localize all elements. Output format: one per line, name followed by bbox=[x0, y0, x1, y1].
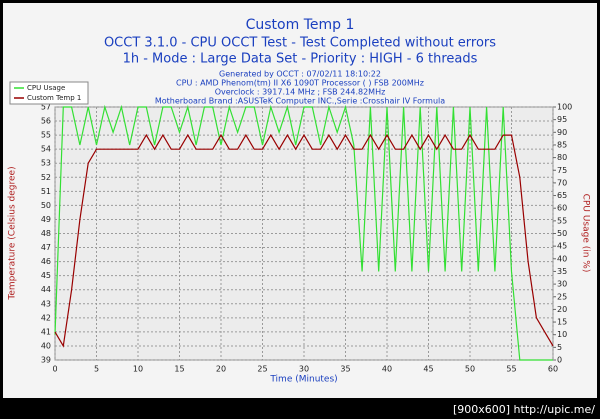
y2-tick-label: 70 bbox=[557, 178, 567, 187]
info: Motherboard Brand :ASUSTeK Computer INC.… bbox=[155, 97, 445, 106]
x-tick-label: 10 bbox=[133, 365, 143, 374]
y2-tick-label: 35 bbox=[557, 267, 567, 276]
y2-tick-label: 40 bbox=[557, 254, 567, 263]
y-tick-label: 42 bbox=[41, 313, 51, 322]
y2-tick-label: 45 bbox=[557, 242, 567, 251]
x-tick-label: 60 bbox=[548, 365, 558, 374]
y2-tick-label: 85 bbox=[557, 140, 567, 149]
y2-tick-label: 100 bbox=[557, 103, 572, 112]
y-tick-label: 50 bbox=[41, 201, 51, 210]
x-tick-label: 35 bbox=[340, 365, 350, 374]
y2-tick-label: 65 bbox=[557, 191, 567, 200]
y2-tick-label: 25 bbox=[557, 292, 567, 301]
y-tick-label: 44 bbox=[41, 285, 51, 294]
y-tick-label: 41 bbox=[41, 327, 51, 336]
y2-tick-label: 80 bbox=[557, 153, 567, 162]
y-tick-label: 48 bbox=[41, 229, 51, 238]
subtitle: OCCT 3.1.0 - CPU OCCT Test - Test Comple… bbox=[104, 36, 496, 51]
y-tick-label: 45 bbox=[41, 271, 51, 280]
y2-tick-label: 90 bbox=[557, 128, 567, 137]
y-tick-label: 54 bbox=[41, 145, 51, 154]
y-tick-label: 57 bbox=[41, 103, 51, 112]
legend-label: CPU Usage bbox=[27, 84, 65, 92]
x-axis-label: Time (Minutes) bbox=[269, 375, 337, 385]
watermark-bar bbox=[0, 400, 600, 419]
y-tick-label: 52 bbox=[41, 173, 51, 182]
x-tick-label: 45 bbox=[423, 365, 433, 374]
x-tick-label: 25 bbox=[257, 365, 267, 374]
y2-tick-label: 10 bbox=[557, 330, 567, 339]
series-line bbox=[54, 104, 553, 361]
y-tick-label: 49 bbox=[41, 215, 51, 224]
y2-tick-label: 30 bbox=[557, 280, 567, 289]
y-tick-label: 53 bbox=[41, 159, 51, 168]
y-tick-label: 43 bbox=[41, 299, 51, 308]
y2-tick-label: 75 bbox=[557, 166, 567, 175]
y-tick-label: 46 bbox=[41, 257, 51, 266]
y-tick-label: 51 bbox=[41, 187, 51, 196]
legend-box bbox=[9, 81, 89, 105]
info: Overclock : 3917.14 MHz ; FSB 244.82MHz bbox=[215, 88, 386, 97]
y2-tick-label: 20 bbox=[557, 305, 567, 314]
x-tick-label: 5 bbox=[94, 365, 99, 374]
x-tick-label: 50 bbox=[465, 365, 475, 374]
watermark: [900x600] http://upic.me/ bbox=[453, 403, 595, 416]
x-tick-label: 20 bbox=[216, 365, 226, 374]
y-tick-label: 56 bbox=[41, 117, 51, 126]
info: Generated by OCCT : 07/02/11 18:10:22 bbox=[219, 70, 381, 79]
x-tick-label: 15 bbox=[174, 365, 184, 374]
y2-tick-label: 15 bbox=[557, 318, 567, 327]
y2-tick-label: 50 bbox=[557, 229, 567, 238]
legend-label: Custom Temp 1 bbox=[27, 94, 81, 102]
y-tick-label: 39 bbox=[41, 356, 51, 365]
y-tick-label: 47 bbox=[41, 243, 51, 252]
y2-tick-label: 5 bbox=[557, 343, 562, 352]
y-tick-label: 40 bbox=[41, 341, 51, 350]
y2-tick-label: 60 bbox=[557, 204, 567, 213]
chart-title: Custom Temp 1 bbox=[246, 17, 355, 33]
series-line bbox=[54, 133, 554, 348]
x-tick-label: 30 bbox=[299, 365, 309, 374]
x-tick-label: 40 bbox=[382, 365, 392, 374]
y2-tick-label: 0 bbox=[557, 356, 562, 365]
x-tick-label: 0 bbox=[52, 365, 57, 374]
y2-tick-label: 55 bbox=[557, 216, 567, 225]
y2-tick-label: 95 bbox=[557, 115, 567, 124]
y-tick-label: 55 bbox=[41, 131, 51, 140]
y2-axis-label: CPU Usage (in %) bbox=[581, 194, 591, 273]
y-axis-label: Temperature (Celsius degree) bbox=[8, 166, 18, 300]
subtitle: 1h - Mode : Large Data Set - Priority : … bbox=[123, 52, 478, 67]
x-tick-label: 55 bbox=[506, 365, 516, 374]
info: CPU : AMD Phenom(tm) II X6 1090T Process… bbox=[176, 79, 424, 88]
